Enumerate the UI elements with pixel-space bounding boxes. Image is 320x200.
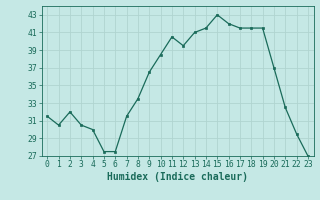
X-axis label: Humidex (Indice chaleur): Humidex (Indice chaleur) <box>107 172 248 182</box>
